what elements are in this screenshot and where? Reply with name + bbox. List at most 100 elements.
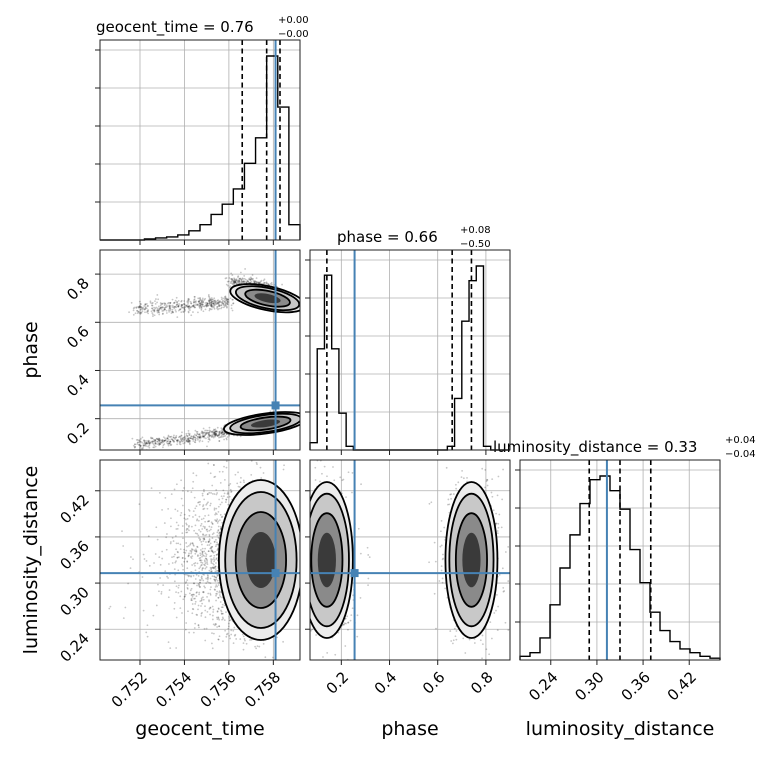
sample-point-upper [225, 297, 228, 300]
sample-point [196, 519, 198, 522]
sample-point-upper [169, 301, 172, 304]
sample-point-lower [218, 430, 221, 433]
sample-point [194, 562, 197, 564]
sample-point-mode-0 [326, 652, 329, 654]
sample-point-upper [128, 311, 130, 314]
sample-point [171, 562, 174, 564]
sample-point-mode-0 [305, 555, 307, 557]
sample-point [255, 461, 258, 464]
sample-point-lower [169, 440, 172, 443]
sample-point [202, 579, 205, 582]
sample-point [250, 638, 253, 641]
sample-point-lower [181, 438, 184, 441]
sample-point-upper [197, 304, 200, 307]
sample-point [202, 554, 205, 557]
sample-point [176, 550, 179, 553]
sample-point-upper [250, 277, 253, 280]
sample-point [173, 607, 176, 610]
sample-point-upper [137, 306, 140, 309]
sample-point-upper [238, 279, 241, 282]
sample-point [228, 619, 231, 622]
sample-point-upper [198, 300, 200, 303]
sample-point-upper [217, 305, 220, 307]
sample-point [178, 584, 180, 587]
sample-point-lower [162, 436, 165, 438]
sample-point-upper [217, 300, 220, 303]
sample-point-upper [176, 303, 179, 305]
sample-point-upper [241, 281, 244, 283]
sample-point-lower [187, 441, 190, 444]
sample-point [243, 481, 245, 484]
sample-point [169, 542, 172, 545]
sample-point-upper [209, 304, 212, 307]
sample-point [203, 627, 206, 630]
sample-point [185, 573, 187, 576]
sample-point-upper [169, 306, 172, 309]
sample-point-mode-0 [301, 557, 303, 559]
sample-point [199, 556, 202, 559]
sample-point-upper [225, 277, 228, 279]
sample-point [203, 585, 206, 588]
sample-point [215, 489, 218, 491]
sample-point-upper [198, 307, 201, 309]
sample-point-upper [157, 305, 160, 308]
sample-point-upper [190, 314, 193, 317]
sample-point [187, 554, 190, 557]
sample-point [177, 551, 179, 554]
sample-point [219, 601, 222, 603]
sample-point-lower [158, 437, 160, 440]
sample-point-lower [166, 437, 168, 440]
sample-point-lower [161, 440, 163, 442]
sample-point-mode-0 [306, 586, 308, 588]
sample-point-upper [212, 302, 215, 305]
sample-point [194, 552, 197, 555]
sample-point-upper [234, 281, 237, 284]
sample-point [172, 555, 175, 558]
sample-point [180, 497, 183, 500]
sample-point-lower [197, 435, 199, 438]
sample-point-upper [160, 306, 162, 309]
histogram-step-phase [309, 265, 510, 451]
sample-point [210, 549, 213, 551]
sample-point [207, 575, 209, 577]
sample-point-upper [267, 283, 270, 286]
sample-point-mode-0 [302, 544, 304, 546]
sample-point [196, 518, 199, 521]
sample-point [218, 498, 221, 501]
sample-point-upper [214, 303, 216, 306]
sample-point-lower [154, 439, 156, 442]
sample-point-mode-0 [303, 509, 305, 511]
sample-point-upper [193, 305, 196, 308]
sample-point-lower [213, 431, 216, 434]
sample-point-upper [143, 308, 146, 311]
sample-point-upper [235, 279, 238, 282]
sample-point-upper [231, 309, 234, 312]
sample-point-lower [147, 441, 150, 443]
lower-mode-fill-0 [250, 419, 281, 428]
sample-point-upper [187, 305, 190, 308]
sample-point [189, 589, 192, 592]
sample-point-upper [155, 298, 157, 300]
sample-point-upper [193, 298, 196, 301]
sample-point-lower [216, 426, 219, 429]
sample-point [182, 568, 185, 571]
sample-point [190, 597, 193, 600]
sample-point-upper [161, 310, 164, 312]
sample-point-upper [207, 295, 210, 298]
sample-point-mode-0 [351, 491, 353, 494]
sample-point-lower [205, 432, 207, 435]
sample-point [272, 656, 274, 659]
sample-point-upper [270, 281, 273, 284]
sample-point [186, 528, 189, 530]
sample-point-mode-0 [308, 533, 310, 535]
sample-point-lower [188, 433, 191, 436]
sample-point [210, 526, 213, 529]
sample-point-upper [226, 298, 229, 301]
sample-point [184, 628, 187, 631]
sample-point-upper [222, 306, 225, 309]
sample-point [167, 577, 169, 579]
sample-point-upper [200, 299, 203, 302]
sample-point-lower [176, 439, 179, 441]
sample-point [185, 527, 188, 530]
sample-point-upper [215, 302, 217, 305]
